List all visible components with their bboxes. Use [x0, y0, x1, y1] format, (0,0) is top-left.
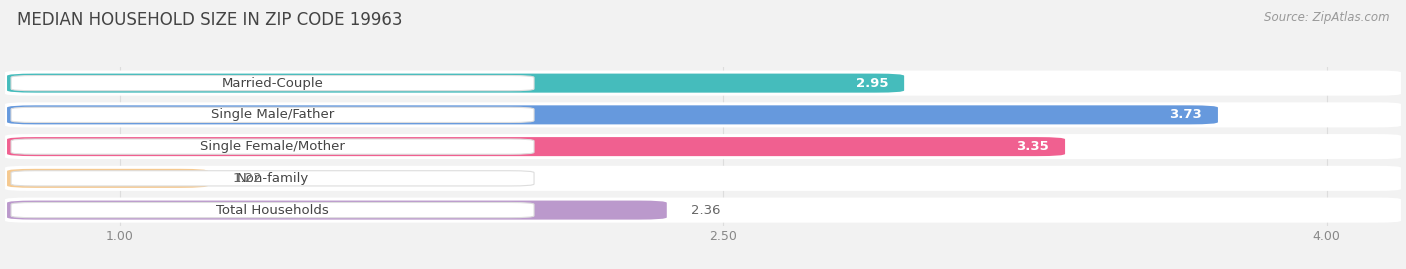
Text: 3.73: 3.73	[1170, 108, 1202, 121]
Text: MEDIAN HOUSEHOLD SIZE IN ZIP CODE 19963: MEDIAN HOUSEHOLD SIZE IN ZIP CODE 19963	[17, 11, 402, 29]
FancyBboxPatch shape	[11, 203, 534, 218]
FancyBboxPatch shape	[11, 107, 534, 122]
FancyBboxPatch shape	[7, 201, 666, 220]
FancyBboxPatch shape	[7, 137, 1066, 156]
Text: 3.35: 3.35	[1017, 140, 1049, 153]
FancyBboxPatch shape	[6, 197, 1400, 223]
Text: Total Households: Total Households	[217, 204, 329, 217]
FancyBboxPatch shape	[7, 169, 208, 188]
Text: 2.36: 2.36	[690, 204, 720, 217]
FancyBboxPatch shape	[11, 139, 534, 154]
Text: Non-family: Non-family	[236, 172, 309, 185]
FancyBboxPatch shape	[6, 102, 1400, 128]
FancyBboxPatch shape	[7, 74, 904, 93]
Text: Single Female/Mother: Single Female/Mother	[200, 140, 344, 153]
FancyBboxPatch shape	[6, 166, 1400, 191]
Text: Source: ZipAtlas.com: Source: ZipAtlas.com	[1264, 11, 1389, 24]
Text: 2.95: 2.95	[856, 77, 889, 90]
FancyBboxPatch shape	[11, 76, 534, 91]
FancyBboxPatch shape	[11, 171, 534, 186]
FancyBboxPatch shape	[6, 70, 1400, 96]
FancyBboxPatch shape	[7, 105, 1218, 124]
Text: Married-Couple: Married-Couple	[222, 77, 323, 90]
FancyBboxPatch shape	[6, 134, 1400, 159]
Text: 1.22: 1.22	[232, 172, 262, 185]
Text: Single Male/Father: Single Male/Father	[211, 108, 335, 121]
